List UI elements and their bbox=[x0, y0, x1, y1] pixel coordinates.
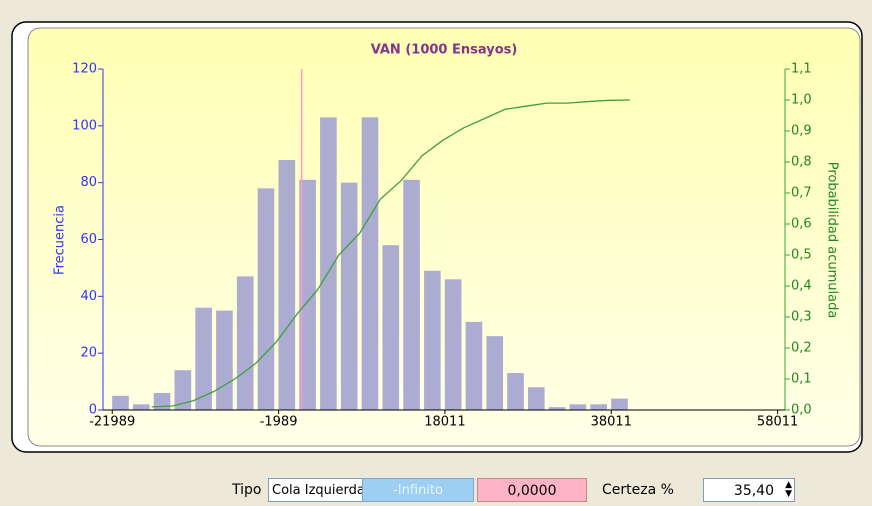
chart: VAN (1000 Ensayos) Frecuencia Probabilid… bbox=[11, 21, 863, 453]
bar bbox=[112, 395, 129, 410]
type-label: Tipo bbox=[232, 482, 262, 498]
bar bbox=[403, 179, 420, 410]
lower-field[interactable]: -Infinito bbox=[362, 478, 474, 502]
y2-tick-label: 1,1 bbox=[791, 62, 812, 77]
y2-tick-label: 0,1 bbox=[791, 372, 812, 387]
y-tick-label: 100 bbox=[72, 118, 97, 133]
y2-tick-label: 0,3 bbox=[791, 310, 812, 325]
upper-field[interactable]: 0,0000 bbox=[477, 478, 587, 502]
bar bbox=[340, 182, 358, 410]
y2-axis-label: Probabilidad acumulada bbox=[825, 162, 840, 319]
certainty-label: Certeza % bbox=[602, 482, 674, 498]
bar bbox=[465, 321, 483, 410]
certainty-value: 35,40 bbox=[733, 483, 774, 499]
bar bbox=[257, 188, 275, 410]
y-tick-label: 40 bbox=[80, 289, 97, 304]
bar bbox=[569, 404, 587, 410]
y-tick-label: 0 bbox=[89, 403, 97, 418]
bar bbox=[611, 398, 628, 410]
bar bbox=[236, 276, 254, 410]
certainty-field[interactable]: 35,40 ▲ ▼ bbox=[703, 478, 795, 502]
bar bbox=[528, 387, 545, 410]
y2-tick-label: 0,9 bbox=[791, 124, 812, 139]
bar bbox=[320, 117, 337, 410]
bar bbox=[299, 179, 316, 410]
y-tick-label: 60 bbox=[80, 232, 97, 247]
bar bbox=[424, 270, 441, 410]
y-tick-label: 80 bbox=[80, 175, 97, 190]
y2-tick-label: 0,2 bbox=[791, 341, 812, 356]
bar bbox=[153, 392, 171, 410]
bar bbox=[486, 336, 504, 410]
spin-button[interactable]: ▲ ▼ bbox=[785, 480, 792, 499]
y2-tick-label: 0,8 bbox=[791, 155, 812, 170]
bar bbox=[361, 117, 379, 410]
chart-title: VAN (1000 Ensayos) bbox=[371, 43, 518, 58]
plot-background bbox=[27, 27, 861, 447]
bar bbox=[278, 159, 296, 410]
y-tick-label: 120 bbox=[72, 62, 97, 77]
x-tick-label: 38011 bbox=[591, 415, 632, 430]
bar bbox=[590, 404, 608, 410]
x-tick-label: 58011 bbox=[757, 415, 798, 430]
y2-tick-label: 0,4 bbox=[791, 279, 812, 294]
bar bbox=[132, 404, 150, 410]
cumulative-line bbox=[151, 99, 630, 408]
y-axis-label: Frecuencia bbox=[53, 205, 68, 275]
bar bbox=[195, 307, 212, 410]
x-tick-label: -21989 bbox=[89, 415, 135, 430]
y2-tick-label: 0,6 bbox=[791, 217, 812, 232]
x-tick-label: 18011 bbox=[424, 415, 465, 430]
y2-tick-label: 1,0 bbox=[791, 93, 812, 108]
y-tick-label: 20 bbox=[80, 346, 97, 361]
y2-tick-label: 0,5 bbox=[791, 248, 812, 263]
bar bbox=[382, 245, 400, 410]
type-value: Cola Izquierda ≤ bbox=[272, 483, 380, 498]
x-tick-label: -1989 bbox=[260, 415, 298, 430]
bar bbox=[507, 373, 524, 410]
bar bbox=[216, 310, 233, 410]
bar bbox=[174, 370, 192, 410]
bar bbox=[548, 407, 566, 410]
y2-tick-label: 0,0 bbox=[791, 403, 812, 418]
bar bbox=[444, 279, 462, 410]
y2-tick-label: 0,7 bbox=[791, 186, 812, 201]
